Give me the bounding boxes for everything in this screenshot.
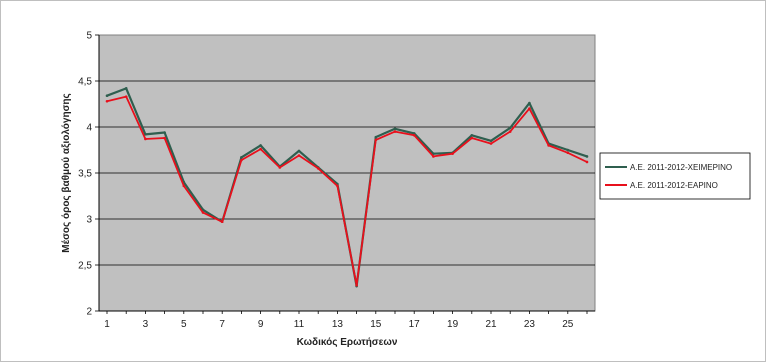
data-point	[374, 138, 378, 142]
series-line-2	[106, 95, 588, 287]
data-point	[470, 136, 474, 140]
legend-label: Α.Ε. 2011-2012-ΕΑΡΙΝΟ	[630, 181, 718, 190]
data-point	[508, 130, 512, 133]
y-tick-label: 3	[86, 215, 92, 226]
data-point	[393, 127, 397, 131]
data-point	[355, 283, 358, 287]
x-tick-label: 5	[181, 319, 187, 330]
data-point	[585, 160, 589, 164]
data-point	[259, 144, 262, 147]
data-point	[508, 126, 512, 130]
y-tick-label: 4,5	[78, 77, 92, 88]
x-tick-label: 19	[447, 319, 459, 330]
data-point	[336, 184, 339, 188]
data-point	[432, 155, 435, 158]
data-point	[393, 130, 397, 133]
data-point	[144, 133, 147, 136]
legend-label: Α.Ε. 2011-2012-ΧΕΙΜΕΡΙΝΟ	[630, 163, 732, 172]
x-axis-title: Κωδικός Ερωτήσεων	[297, 337, 398, 348]
data-point	[220, 220, 224, 224]
x-tick-label: 7	[219, 319, 225, 330]
x-tick-label: 23	[524, 319, 536, 330]
y-tick-label: 2,5	[78, 261, 92, 272]
x-tick-label: 15	[370, 319, 382, 330]
data-point	[566, 151, 570, 155]
data-point	[316, 167, 320, 170]
data-point	[451, 152, 454, 155]
data-point	[585, 155, 589, 158]
x-tick-label: 1	[104, 319, 110, 330]
y-tick-label: 2	[86, 307, 92, 318]
x-tick-label: 21	[485, 319, 497, 330]
data-point	[528, 107, 531, 110]
legend-box	[599, 152, 751, 200]
data-point	[297, 154, 301, 157]
data-point	[528, 101, 531, 105]
data-point	[240, 156, 243, 159]
data-point	[144, 137, 147, 141]
data-point	[412, 132, 416, 135]
data-point	[432, 152, 435, 155]
data-point	[470, 133, 474, 137]
data-point	[489, 139, 493, 143]
legend: Α.Ε. 2011-2012-ΧΕΙΜΕΡΙΝΟ Α.Ε. 2011-2012-Ε…	[599, 152, 751, 200]
data-point	[105, 94, 109, 98]
y-tick-label: 4	[86, 123, 92, 134]
data-point	[278, 166, 282, 169]
data-point	[259, 147, 262, 151]
y-tick-label: 3,5	[78, 169, 92, 180]
y-axis-title: Μέσος όρος βαθμού αξιολόγησης	[61, 93, 72, 253]
data-point	[182, 184, 186, 188]
data-point	[124, 95, 128, 98]
x-tick-label: 11	[294, 319, 305, 330]
data-point	[201, 211, 205, 214]
data-point	[547, 144, 550, 147]
data-point	[412, 133, 416, 137]
x-tick-label: 17	[409, 319, 421, 330]
x-tick-label: 25	[562, 319, 574, 330]
data-point	[163, 136, 166, 140]
data-point	[124, 87, 128, 90]
x-tick-label: 13	[332, 319, 344, 330]
data-point	[566, 148, 570, 152]
data-point	[297, 149, 301, 153]
x-tick-label: 3	[143, 319, 149, 330]
y-tick-label: 5	[86, 31, 92, 42]
data-point	[489, 142, 493, 145]
x-tick-label: 9	[258, 319, 264, 330]
data-point	[105, 99, 109, 103]
data-point	[240, 158, 243, 162]
data-point	[163, 131, 166, 134]
data-point	[374, 135, 378, 139]
